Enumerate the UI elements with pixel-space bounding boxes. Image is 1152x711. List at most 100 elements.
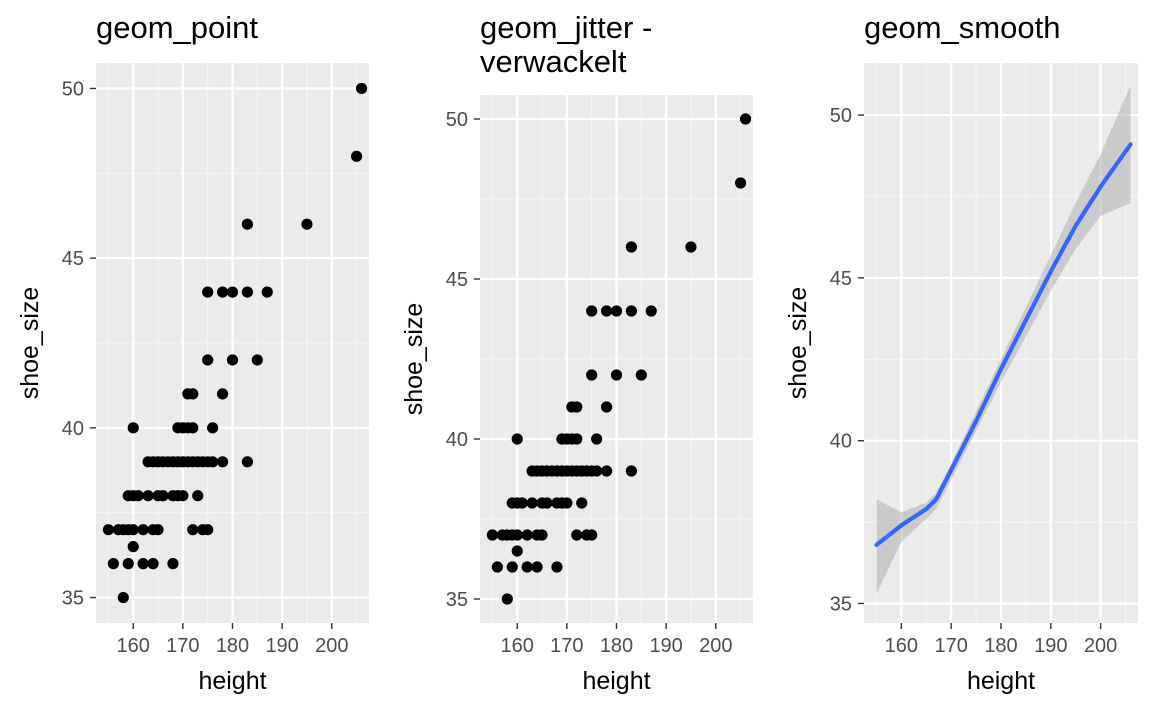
data-point bbox=[645, 305, 657, 317]
x-tick-label: 180 bbox=[216, 635, 249, 657]
data-point bbox=[187, 422, 199, 434]
data-point bbox=[301, 218, 313, 230]
x-tick-label: 160 bbox=[117, 635, 150, 657]
data-point bbox=[625, 241, 637, 253]
x-axis-title: height bbox=[967, 667, 1035, 695]
data-point bbox=[241, 286, 253, 298]
panel-3: 160 170 180 190 200 35 40 45 50 height shoe_size ge… bbox=[784, 10, 1138, 695]
y-axis-title: shoe_size bbox=[16, 287, 44, 400]
panel-title: geom_smooth bbox=[864, 10, 1060, 45]
panel-title: geom_jitter -verwackelt bbox=[480, 10, 652, 79]
x-tick-label: 170 bbox=[550, 635, 583, 657]
data-point bbox=[610, 369, 623, 381]
panel-title: geom_point bbox=[96, 10, 258, 45]
data-point bbox=[521, 529, 533, 541]
x-axis-title: height bbox=[582, 667, 650, 695]
data-point bbox=[216, 388, 229, 400]
data-point bbox=[531, 561, 543, 573]
data-point bbox=[536, 529, 548, 541]
data-point bbox=[586, 529, 598, 541]
data-point bbox=[571, 529, 583, 541]
x-tick-label: 170 bbox=[934, 635, 967, 657]
data-point bbox=[127, 524, 139, 536]
data-point bbox=[739, 113, 752, 125]
x-tick-label: 180 bbox=[984, 635, 1017, 657]
data-point bbox=[635, 369, 647, 381]
panel-title-line: geom_smooth bbox=[864, 10, 1060, 45]
panel-title-line: geom_point bbox=[96, 10, 258, 45]
data-point bbox=[137, 524, 149, 536]
data-point bbox=[167, 558, 179, 570]
data-point bbox=[241, 456, 253, 468]
data-point bbox=[261, 286, 273, 298]
data-point bbox=[147, 558, 159, 570]
data-point bbox=[251, 354, 263, 366]
data-point bbox=[122, 558, 134, 570]
y-tick-label: 45 bbox=[830, 268, 852, 290]
data-point bbox=[132, 490, 144, 502]
data-point bbox=[226, 286, 239, 298]
x-tick-label: 180 bbox=[600, 635, 633, 657]
data-point bbox=[491, 561, 503, 573]
data-point bbox=[187, 524, 199, 536]
y-tick-label: 40 bbox=[62, 418, 84, 440]
data-point bbox=[586, 305, 598, 317]
data-point bbox=[571, 401, 583, 413]
y-tick-label: 50 bbox=[830, 105, 852, 127]
data-point bbox=[177, 490, 189, 502]
data-point bbox=[506, 561, 518, 573]
data-point bbox=[685, 241, 697, 253]
data-point bbox=[187, 388, 199, 400]
y-tick-label: 50 bbox=[446, 109, 468, 131]
data-point bbox=[207, 456, 219, 468]
x-tick-label: 200 bbox=[315, 635, 348, 657]
data-point bbox=[107, 558, 119, 570]
data-point bbox=[127, 422, 139, 434]
smooth-line bbox=[874, 142, 1133, 548]
data-point bbox=[207, 422, 219, 434]
data-point bbox=[734, 177, 747, 189]
data-point bbox=[511, 529, 523, 541]
x-tick-label: 200 bbox=[699, 635, 732, 657]
y-axis-title: shoe_size bbox=[400, 303, 428, 416]
data-point bbox=[610, 305, 623, 317]
panel-2: 160 170 180 190 200 35 40 45 50 height shoe_size ge… bbox=[400, 10, 753, 695]
x-tick-label: 160 bbox=[885, 635, 918, 657]
y-tick-label: 45 bbox=[446, 269, 468, 291]
data-point bbox=[152, 524, 164, 536]
data-point bbox=[142, 490, 154, 502]
data-point bbox=[157, 490, 169, 502]
y-tick-label: 35 bbox=[446, 589, 468, 611]
data-point bbox=[202, 286, 214, 298]
data-point bbox=[137, 558, 149, 570]
data-point bbox=[625, 465, 637, 477]
data-point bbox=[501, 593, 513, 605]
x-tick-label: 190 bbox=[1034, 635, 1067, 657]
x-axis-title: height bbox=[198, 667, 266, 695]
panel-title-line: verwackelt bbox=[480, 44, 627, 79]
data-point bbox=[511, 545, 523, 557]
data-point bbox=[600, 305, 613, 317]
y-tick-label: 50 bbox=[62, 78, 84, 100]
x-tick-label: 160 bbox=[501, 635, 534, 657]
data-point bbox=[586, 369, 598, 381]
data-point bbox=[192, 490, 204, 502]
data-point bbox=[591, 433, 603, 445]
data-point bbox=[576, 497, 588, 509]
x-tick-label: 200 bbox=[1084, 635, 1117, 657]
data-point bbox=[241, 218, 253, 230]
y-tick-label: 40 bbox=[830, 431, 852, 453]
data-point bbox=[202, 524, 214, 536]
data-point bbox=[526, 497, 538, 509]
data-point bbox=[226, 354, 239, 366]
data-point bbox=[486, 529, 499, 541]
data-point bbox=[216, 456, 229, 468]
data-point bbox=[521, 561, 533, 573]
data-point bbox=[541, 497, 553, 509]
data-point bbox=[117, 591, 129, 604]
data-point bbox=[561, 497, 573, 509]
data-point bbox=[102, 524, 115, 536]
data-point bbox=[350, 150, 363, 162]
